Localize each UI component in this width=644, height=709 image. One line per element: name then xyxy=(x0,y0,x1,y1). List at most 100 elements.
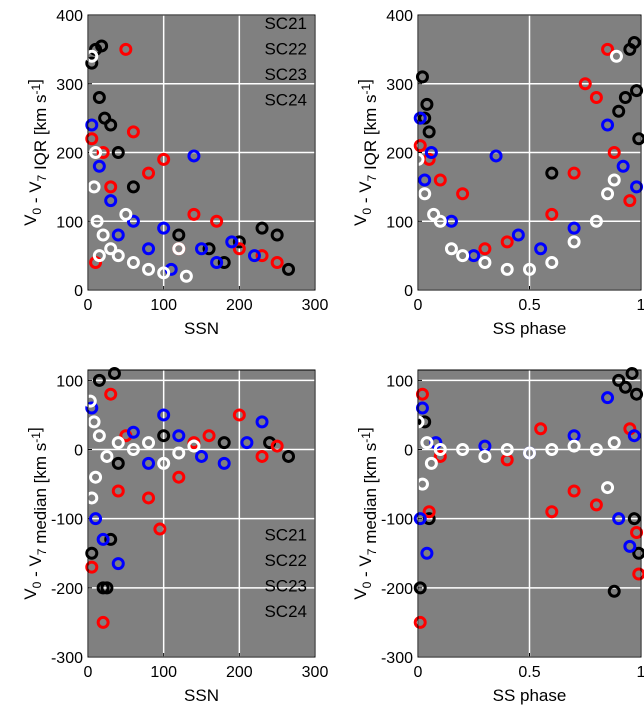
scatter-point xyxy=(157,429,171,443)
scatter-point xyxy=(255,221,269,235)
scatter-point xyxy=(567,235,581,249)
scatter-point xyxy=(625,366,639,380)
scatter-point xyxy=(456,443,470,457)
scatter-point xyxy=(433,173,447,187)
y-tick-label: 0 xyxy=(74,283,83,300)
scatter-point xyxy=(534,242,548,256)
y-axis-label-part: V xyxy=(21,588,40,600)
y-tick-label: 200 xyxy=(56,146,83,163)
scatter-point xyxy=(545,207,559,221)
scatter-point xyxy=(87,180,101,194)
scatter-point xyxy=(523,446,536,460)
scatter-point xyxy=(157,408,171,422)
scatter-point xyxy=(142,456,156,470)
y-tick-label: 200 xyxy=(386,146,413,163)
scatter-point xyxy=(172,228,186,242)
scatter-point xyxy=(153,522,167,536)
scatter-point xyxy=(92,159,106,173)
y-tick-label: 0 xyxy=(404,283,413,300)
scatter-point xyxy=(627,36,641,49)
scatter-point xyxy=(87,415,101,429)
scatter-point xyxy=(142,166,156,180)
legend-entry: SC21 xyxy=(264,526,307,545)
y-axis-label-part: V xyxy=(351,214,370,226)
y-axis-label-part: IQR [km s xyxy=(361,94,380,174)
scatter-point xyxy=(607,173,621,187)
y-tick-label: 300 xyxy=(386,77,413,94)
scatter-point xyxy=(630,180,644,194)
scatter-point xyxy=(232,235,246,249)
scatter-point xyxy=(413,139,427,153)
legend-entry: SC23 xyxy=(264,65,307,84)
y-axis-label: V0 - V7 median [km s-1] xyxy=(21,427,50,599)
scatter-point xyxy=(157,266,171,280)
scatter-point xyxy=(607,584,621,598)
scatter-point xyxy=(427,207,441,221)
scatter-point xyxy=(157,221,171,235)
y-axis-label-part: - V xyxy=(26,181,45,208)
legend-entry: SC22 xyxy=(264,551,307,570)
scatter-point xyxy=(83,394,97,408)
scatter-point xyxy=(217,436,231,450)
scatter-point xyxy=(270,439,284,453)
scatter-point xyxy=(157,152,171,166)
scatter-point xyxy=(92,429,106,443)
scatter-point xyxy=(578,77,592,91)
scatter-point xyxy=(187,149,201,163)
scatter-point xyxy=(413,512,427,526)
scatter-point xyxy=(489,149,503,163)
y-tick-label: -200 xyxy=(51,581,83,598)
scatter-point xyxy=(172,446,186,460)
y-axis-label-part: ] xyxy=(25,79,44,84)
scatter-point xyxy=(422,125,436,139)
scatter-point xyxy=(85,491,99,505)
scatter-point xyxy=(104,242,118,256)
scatter-point xyxy=(126,443,140,457)
scatter-point xyxy=(96,532,110,546)
y-tick-label: -300 xyxy=(381,650,413,667)
scatter-point xyxy=(418,173,432,187)
scatter-point xyxy=(545,505,559,519)
x-tick-label: 300 xyxy=(302,664,329,681)
scatter-point xyxy=(111,456,125,470)
y-axis-label-part: V xyxy=(351,588,370,600)
scatter-point xyxy=(589,443,603,457)
x-tick-label: 0.5 xyxy=(518,664,540,681)
scatter-point xyxy=(567,221,581,235)
x-tick-label: 0 xyxy=(84,664,93,681)
scatter-point xyxy=(96,228,110,242)
scatter-point xyxy=(422,505,436,519)
scatter-point xyxy=(119,207,133,221)
scatter-point xyxy=(415,477,429,491)
scatter-point xyxy=(225,235,239,249)
scatter-point xyxy=(567,439,581,453)
y-tick-label: 100 xyxy=(386,214,413,231)
scatter-point xyxy=(433,443,447,457)
x-axis-label: SS phase xyxy=(493,686,567,705)
scatter-point xyxy=(142,262,156,276)
scatter-point xyxy=(478,242,492,256)
scatter-point xyxy=(500,262,514,276)
scatter-point xyxy=(247,249,261,263)
scatter-point xyxy=(270,256,284,269)
scatter-point xyxy=(413,581,427,595)
legend-entry: SC21 xyxy=(264,14,307,33)
legend-entry: SC23 xyxy=(264,577,307,596)
x-tick-label: 0 xyxy=(84,297,93,314)
x-tick-label: 1 xyxy=(637,297,644,314)
y-tick-label: 100 xyxy=(56,214,83,231)
scatter-point xyxy=(92,249,106,263)
scatter-point xyxy=(126,214,140,228)
scatter-point xyxy=(282,262,296,276)
scatter-point xyxy=(89,470,103,484)
y-axis-label-part: 0 xyxy=(360,208,374,215)
y-tick-label: -200 xyxy=(381,581,413,598)
scatter-point xyxy=(601,187,615,201)
y-axis-label-part: 7 xyxy=(35,174,49,181)
scatter-point xyxy=(111,249,125,263)
scatter-point xyxy=(500,235,514,249)
y-axis-label-part: 7 xyxy=(365,548,379,555)
scatter-point xyxy=(104,118,118,132)
